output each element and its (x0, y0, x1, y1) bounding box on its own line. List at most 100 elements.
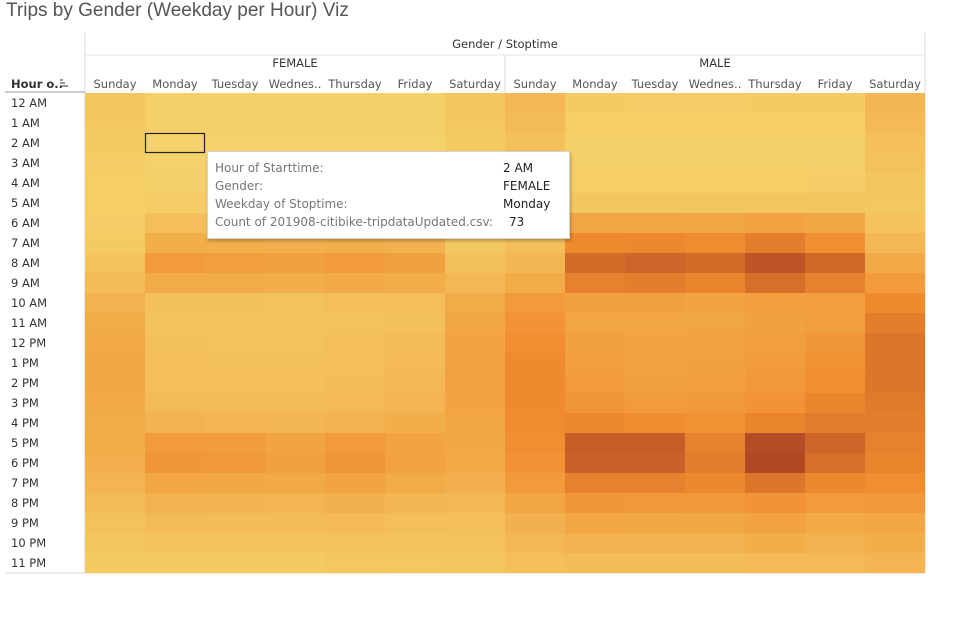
heatmap-cell[interactable] (265, 473, 325, 493)
heatmap-cell[interactable] (325, 393, 385, 413)
heatmap-cell[interactable] (565, 173, 625, 193)
heatmap-cell[interactable] (145, 173, 205, 193)
heatmap-cell[interactable] (625, 453, 685, 473)
heatmap-cell[interactable] (445, 273, 505, 293)
heatmap-cell[interactable] (205, 93, 265, 113)
heatmap-cell[interactable] (685, 313, 745, 333)
heatmap-cell[interactable] (565, 273, 625, 293)
heatmap-cell[interactable] (685, 173, 745, 193)
heatmap-cell[interactable] (865, 313, 925, 333)
heatmap-cell[interactable] (805, 393, 865, 413)
heatmap-cell[interactable] (745, 113, 805, 133)
heatmap-cell[interactable] (865, 453, 925, 473)
heatmap-cell[interactable] (445, 433, 505, 453)
heatmap-cell[interactable] (865, 493, 925, 513)
heatmap-cell[interactable] (85, 253, 145, 273)
heatmap-cell[interactable] (505, 133, 565, 153)
heatmap-cell[interactable] (205, 353, 265, 373)
heatmap-cell[interactable] (265, 413, 325, 433)
heatmap-cell[interactable] (445, 493, 505, 513)
heatmap-cell[interactable] (625, 473, 685, 493)
heatmap-cell[interactable] (745, 473, 805, 493)
heatmap-cell[interactable] (205, 393, 265, 413)
heatmap-cell[interactable] (865, 333, 925, 353)
heatmap-cell[interactable] (685, 113, 745, 133)
heatmap-cell[interactable] (205, 373, 265, 393)
heatmap-cell[interactable] (145, 413, 205, 433)
heatmap-cell[interactable] (145, 533, 205, 553)
heatmap-cell[interactable] (805, 113, 865, 133)
heatmap-cell[interactable] (805, 413, 865, 433)
heatmap-cell[interactable] (85, 393, 145, 413)
heatmap-cell[interactable] (145, 153, 205, 173)
heatmap-cell[interactable] (325, 93, 385, 113)
heatmap-cell[interactable] (85, 453, 145, 473)
heatmap-cell[interactable] (265, 253, 325, 273)
heatmap-cell[interactable] (145, 213, 205, 233)
heatmap-cell[interactable] (505, 513, 565, 533)
heatmap-cell[interactable] (85, 293, 145, 313)
heatmap-cell[interactable] (385, 133, 445, 153)
heatmap-cell[interactable] (565, 453, 625, 473)
heatmap-cell[interactable] (385, 113, 445, 133)
heatmap-cell[interactable] (565, 133, 625, 153)
heatmap-cell[interactable] (565, 293, 625, 313)
heatmap-cell[interactable] (385, 413, 445, 433)
heatmap-cell[interactable] (565, 413, 625, 433)
heatmap-cell[interactable] (625, 533, 685, 553)
heatmap-cell[interactable] (745, 293, 805, 313)
heatmap-cell[interactable] (685, 513, 745, 533)
heatmap-cell[interactable] (625, 213, 685, 233)
heatmap-cell[interactable] (325, 373, 385, 393)
heatmap-cell[interactable] (265, 553, 325, 573)
heatmap-cell[interactable] (625, 353, 685, 373)
heatmap-cell[interactable] (745, 533, 805, 553)
heatmap-cell[interactable] (865, 113, 925, 133)
heatmap-cell[interactable] (85, 353, 145, 373)
heatmap-cell[interactable] (505, 553, 565, 573)
heatmap-cell[interactable] (745, 313, 805, 333)
heatmap-cell[interactable] (745, 433, 805, 453)
heatmap-cell[interactable] (745, 353, 805, 373)
heatmap-cell[interactable] (385, 493, 445, 513)
heatmap-cell[interactable] (445, 513, 505, 533)
heatmap-cell[interactable] (805, 233, 865, 253)
heatmap-cell[interactable] (265, 313, 325, 333)
heatmap-cell[interactable] (745, 373, 805, 393)
heatmap-cell[interactable] (385, 553, 445, 573)
heatmap-cell[interactable] (805, 473, 865, 493)
heatmap-cell[interactable] (865, 353, 925, 373)
heatmap-cell[interactable] (565, 513, 625, 533)
heatmap-cell[interactable] (145, 353, 205, 373)
heatmap-cell[interactable] (385, 533, 445, 553)
heatmap-cell[interactable] (685, 273, 745, 293)
heatmap-cell[interactable] (745, 253, 805, 273)
heatmap-cell[interactable] (565, 193, 625, 213)
heatmap-cell[interactable] (685, 293, 745, 313)
heatmap-cell[interactable] (145, 313, 205, 333)
heatmap-cell[interactable] (265, 133, 325, 153)
heatmap-cell[interactable] (325, 353, 385, 373)
heatmap-cell[interactable] (685, 493, 745, 513)
heatmap-cell[interactable] (745, 173, 805, 193)
heatmap-cell[interactable] (385, 353, 445, 373)
heatmap-cell[interactable] (265, 93, 325, 113)
heatmap-cell[interactable] (445, 393, 505, 413)
heatmap-cell[interactable] (865, 393, 925, 413)
heatmap-cell[interactable] (805, 333, 865, 353)
row-header[interactable]: Hour o.. (11, 77, 63, 91)
heatmap-cell[interactable] (685, 333, 745, 353)
heatmap-cell[interactable] (685, 393, 745, 413)
heatmap-cell[interactable] (685, 153, 745, 173)
heatmap-cell[interactable] (445, 553, 505, 573)
heatmap-cell[interactable] (685, 473, 745, 493)
heatmap-cell[interactable] (325, 493, 385, 513)
heatmap-cell[interactable] (265, 533, 325, 553)
heatmap-cell[interactable] (85, 133, 145, 153)
heatmap-cell[interactable] (805, 533, 865, 553)
heatmap-cell[interactable] (85, 273, 145, 293)
heatmap-cell[interactable] (865, 273, 925, 293)
heatmap-cell[interactable] (865, 433, 925, 453)
heatmap-cell[interactable] (145, 253, 205, 273)
heatmap-cell[interactable] (385, 453, 445, 473)
